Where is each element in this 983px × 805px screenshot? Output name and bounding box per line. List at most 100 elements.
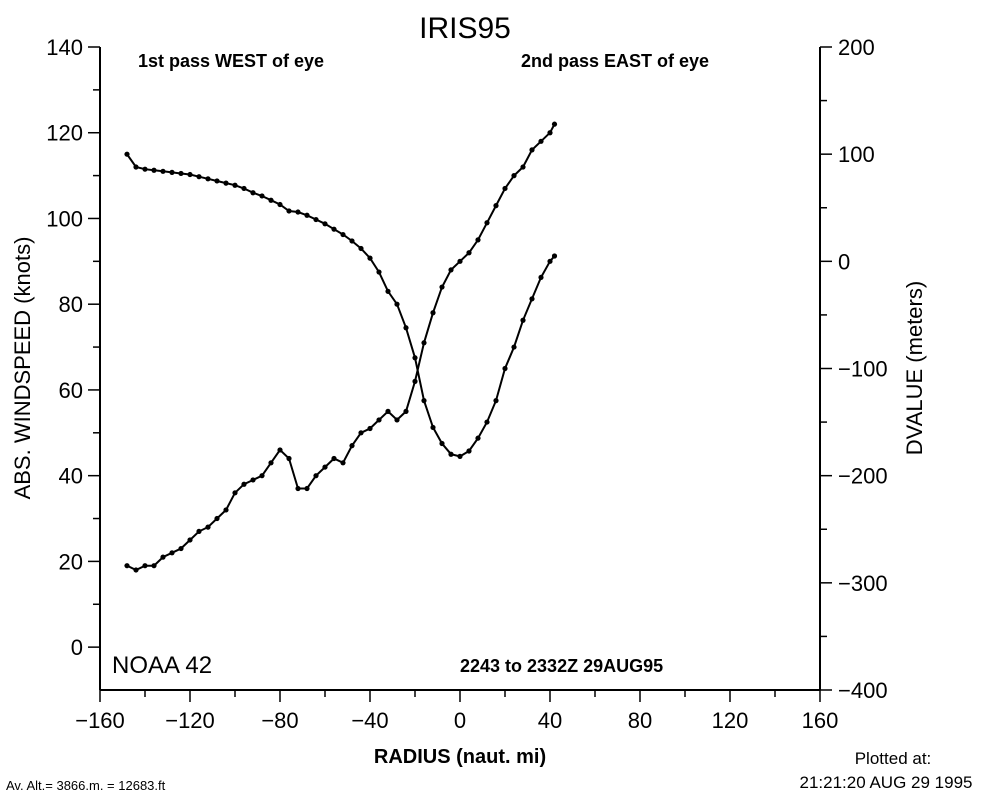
data-point-abs-windspeed: [142, 563, 148, 569]
left-tick-label: 60: [59, 378, 83, 403]
data-point-dvalue: [232, 182, 238, 188]
data-point-dvalue: [205, 176, 211, 182]
series-line-abs-windspeed: [126, 123, 556, 572]
data-point-abs-windspeed: [232, 490, 238, 496]
data-point-dvalue: [430, 424, 436, 431]
data-point-abs-windspeed: [448, 267, 454, 273]
data-point-abs-windspeed: [466, 250, 472, 256]
data-point-abs-windspeed: [475, 237, 481, 243]
data-point-abs-windspeed: [133, 567, 139, 573]
data-point-dvalue: [457, 453, 463, 459]
data-point-abs-windspeed: [313, 473, 319, 479]
data-point-dvalue: [223, 180, 229, 186]
data-point-dvalue: [493, 398, 499, 404]
data-point-abs-windspeed: [349, 443, 355, 449]
data-point-dvalue: [538, 274, 544, 281]
left-axis-ticks: 0 20 40 60 80 100 120 140: [46, 35, 100, 660]
data-point-dvalue: [313, 216, 319, 223]
data-point-abs-windspeed: [250, 477, 256, 483]
data-point-abs-windspeed: [277, 447, 283, 453]
data-point-dvalue: [241, 185, 247, 192]
data-point-dvalue: [142, 166, 148, 172]
data-point-dvalue: [511, 344, 517, 350]
data-point-dvalue: [295, 209, 301, 215]
left-tick-label: 40: [59, 464, 83, 489]
data-point-abs-windspeed: [538, 138, 544, 144]
data-point-abs-windspeed: [322, 464, 328, 470]
right-tick-label: 200: [838, 35, 875, 60]
right-tick-label: −300: [838, 571, 888, 596]
data-point-dvalue: [214, 178, 220, 184]
data-point-dvalue: [286, 208, 292, 214]
data-point-abs-windspeed: [124, 563, 130, 569]
y-axis-label: ABS. WINDSPEED (knots): [10, 237, 35, 500]
right-tick-label: −100: [838, 357, 888, 382]
data-point-dvalue: [331, 226, 337, 232]
x-tick-label: 0: [454, 708, 466, 733]
data-point-dvalue: [178, 170, 184, 177]
data-point-abs-windspeed: [403, 408, 409, 414]
y2-axis-label: DVALUE (meters): [902, 281, 927, 455]
left-tick-label: 80: [59, 292, 83, 317]
data-point-dvalue: [358, 245, 364, 252]
data-point-dvalue: [551, 253, 558, 259]
right-axis-ticks: −400 −300 −200 −100 0 100 200: [820, 35, 888, 703]
data-point-dvalue: [160, 168, 166, 174]
data-point-dvalue: [385, 288, 391, 294]
data-point-dvalue: [169, 169, 175, 175]
data-point-abs-windspeed: [502, 185, 508, 192]
data-point-dvalue: [520, 317, 526, 323]
data-point-dvalue: [250, 190, 256, 196]
data-point-abs-windspeed: [367, 425, 373, 432]
data-point-abs-windspeed: [430, 310, 436, 316]
data-point-abs-windspeed: [223, 507, 229, 513]
data-point-abs-windspeed: [331, 455, 337, 462]
annotation-second-pass: 2nd pass EAST of eye: [521, 51, 709, 71]
data-point-dvalue: [268, 197, 274, 203]
data-point-abs-windspeed: [286, 455, 292, 462]
annotation-aircraft: NOAA 42: [112, 652, 212, 679]
data-point-abs-windspeed: [457, 258, 463, 264]
left-tick-label: 120: [46, 121, 83, 146]
data-point-dvalue: [124, 151, 130, 157]
data-point-abs-windspeed: [511, 173, 517, 179]
x-axis-label: RADIUS (naut. mi): [374, 746, 546, 768]
data-point-dvalue: [349, 238, 355, 244]
data-point-dvalue: [187, 171, 193, 178]
data-point-dvalue: [412, 355, 418, 361]
left-tick-label: 140: [46, 35, 83, 60]
data-point-abs-windspeed: [187, 537, 193, 543]
x-tick-label: −80: [261, 708, 298, 733]
data-point-dvalue: [475, 435, 481, 441]
left-tick-label: 0: [71, 635, 83, 660]
data-point-dvalue: [466, 448, 472, 454]
data-point-abs-windspeed: [196, 528, 202, 534]
x-tick-label: −40: [351, 708, 388, 733]
data-point-dvalue: [547, 258, 553, 264]
data-point-abs-windspeed: [178, 545, 184, 552]
data-point-abs-windspeed: [304, 485, 310, 492]
data-point-dvalue: [448, 451, 454, 457]
data-point-dvalue: [196, 174, 202, 180]
data-point-abs-windspeed: [214, 515, 220, 522]
annotation-time-range: 2243 to 2332Z 29AUG95: [460, 656, 663, 676]
data-point-abs-windspeed: [160, 554, 166, 560]
data-point-abs-windspeed: [547, 130, 553, 136]
x-tick-label: 40: [538, 708, 562, 733]
data-point-dvalue: [259, 193, 265, 199]
plotted-at-time: 21:21:20 AUG 29 1995: [800, 773, 973, 792]
data-point-dvalue: [133, 164, 139, 170]
data-point-abs-windspeed: [376, 417, 382, 423]
data-point-abs-windspeed: [484, 220, 490, 226]
data-point-abs-windspeed: [241, 481, 247, 487]
data-point-dvalue: [304, 212, 310, 218]
plotted-at-label: Plotted at:: [855, 749, 932, 768]
data-point-abs-windspeed: [259, 473, 265, 479]
x-tick-label: −160: [75, 708, 125, 733]
data-point-abs-windspeed: [529, 147, 535, 153]
left-tick-label: 20: [59, 549, 83, 574]
data-point-dvalue: [340, 231, 346, 238]
data-point-abs-windspeed: [358, 430, 364, 436]
data-point-abs-windspeed: [493, 203, 499, 209]
